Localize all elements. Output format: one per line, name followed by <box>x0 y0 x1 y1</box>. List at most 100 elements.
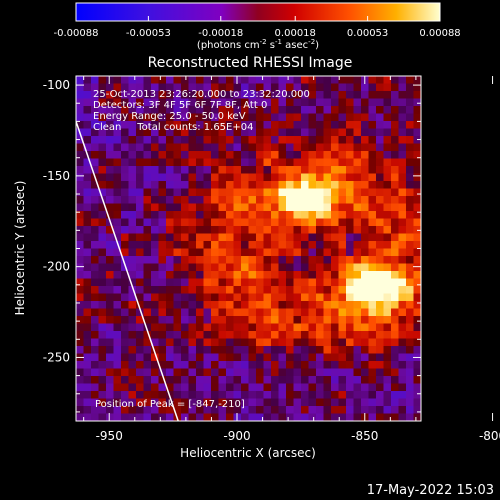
heatmap-cell <box>308 151 317 160</box>
heatmap-cell <box>323 83 332 92</box>
heatmap-cell <box>413 143 421 152</box>
heatmap-cell <box>166 308 175 317</box>
heatmap-cell <box>173 361 182 370</box>
heatmap-cell <box>286 293 295 302</box>
heatmap-cell <box>406 128 415 137</box>
heatmap-cell <box>158 158 167 167</box>
heatmap-cell <box>316 263 325 272</box>
heatmap-cell <box>113 271 122 280</box>
heatmap-cell <box>278 166 287 175</box>
heatmap-cell <box>83 83 92 92</box>
heatmap-cell <box>173 263 182 272</box>
heatmap-cell <box>226 91 235 100</box>
heatmap-cell <box>301 376 310 385</box>
heatmap-cell <box>248 316 257 325</box>
heatmap-cell <box>368 316 377 325</box>
heatmap-cell <box>391 271 400 280</box>
heatmap-cell <box>406 136 415 145</box>
heatmap-cell <box>211 203 220 212</box>
heatmap-cell <box>278 226 287 235</box>
heatmap-cell <box>248 211 257 220</box>
heatmap-cell <box>188 211 197 220</box>
heatmap-cell <box>263 181 272 190</box>
heatmap-cell <box>128 196 137 205</box>
heatmap-cell <box>151 413 160 421</box>
heatmap-cell <box>308 76 317 85</box>
heatmap-cell <box>98 121 107 130</box>
heatmap-cell <box>106 323 115 332</box>
heatmap-cell <box>263 368 272 377</box>
heatmap-cell <box>331 301 340 310</box>
heatmap-cell <box>368 323 377 332</box>
heatmap-cell <box>271 406 280 415</box>
heatmap-cell <box>263 203 272 212</box>
heatmap-cell <box>338 286 347 295</box>
heatmap-cell <box>233 338 242 347</box>
heatmap-cell <box>121 166 130 175</box>
heatmap-cell <box>226 308 235 317</box>
heatmap-cell <box>353 398 362 407</box>
heatmap-cell <box>293 331 302 340</box>
heatmap-cell <box>106 383 115 392</box>
heatmap-cell <box>196 278 205 287</box>
heatmap-cell <box>113 406 122 415</box>
heatmap-cell <box>331 316 340 325</box>
x-axis: -950-900-850-800 <box>83 76 500 443</box>
heatmap-cell <box>218 181 227 190</box>
heatmap-cell <box>368 278 377 287</box>
heatmap-cell <box>368 128 377 137</box>
heatmap-cell <box>353 158 362 167</box>
heatmap-cell <box>188 301 197 310</box>
heatmap-cell <box>158 391 167 400</box>
heatmap-cell <box>331 256 340 265</box>
heatmap-cell <box>151 226 160 235</box>
heatmap-cell <box>361 376 370 385</box>
heatmap-cell <box>323 293 332 302</box>
heatmap-cell <box>248 391 257 400</box>
heatmap-cell <box>233 128 242 137</box>
heatmap-cell <box>308 181 317 190</box>
heatmap-cell <box>128 226 137 235</box>
heatmap-cell <box>188 98 197 107</box>
heatmap-cell <box>353 211 362 220</box>
heatmap-cell <box>233 353 242 362</box>
heatmap-cell <box>203 76 212 85</box>
heatmap-cell <box>331 308 340 317</box>
heatmap-cell <box>173 248 182 257</box>
heatmap-cell <box>383 233 392 242</box>
heatmap-cell <box>338 106 347 115</box>
heatmap-cell <box>338 323 347 332</box>
heatmap-cell <box>353 113 362 122</box>
heatmap-cell <box>368 188 377 197</box>
heatmap-cell <box>211 263 220 272</box>
heatmap-cell <box>376 256 385 265</box>
heatmap-cell <box>308 406 317 415</box>
heatmap-cell <box>151 98 160 107</box>
heatmap-cell <box>316 391 325 400</box>
heatmap-cell <box>128 286 137 295</box>
y-tick-label: -250 <box>43 350 70 364</box>
heatmap-cell <box>158 181 167 190</box>
heatmap-cell <box>173 226 182 235</box>
heatmap-cell <box>76 346 85 355</box>
heatmap-cell <box>263 196 272 205</box>
heatmap-cell <box>83 76 92 85</box>
heatmap-cell <box>316 308 325 317</box>
heatmap-cell <box>376 413 385 421</box>
heatmap-cell <box>271 286 280 295</box>
heatmap-cell <box>143 248 152 257</box>
heatmap-cell <box>406 301 415 310</box>
heatmap-cell <box>91 203 100 212</box>
heatmap-cell <box>98 98 107 107</box>
heatmap-cell <box>241 181 250 190</box>
heatmap-cell <box>391 263 400 272</box>
heatmap-cell <box>301 211 310 220</box>
heatmap-cell <box>286 271 295 280</box>
heatmap-cell <box>76 323 85 332</box>
heatmap-cell <box>256 113 265 122</box>
heatmap-cell <box>166 158 175 167</box>
heatmap-cell <box>76 83 85 92</box>
heatmap-cell <box>316 323 325 332</box>
heatmap-cell <box>203 361 212 370</box>
heatmap-cell <box>346 278 355 287</box>
